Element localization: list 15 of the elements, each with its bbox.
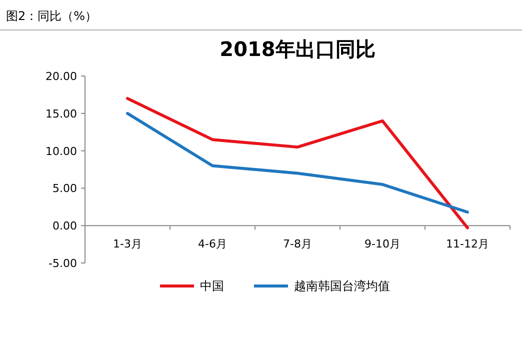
y-tick-label: 0.00 <box>52 220 77 233</box>
chart-subtitle: 图2：同比（%） <box>6 9 98 23</box>
x-tick-label: 7-8月 <box>283 238 312 251</box>
x-tick-label: 1-3月 <box>113 238 142 251</box>
legend-label: 越南韩国台湾均值 <box>294 279 390 293</box>
y-tick-label: 10.00 <box>46 144 77 158</box>
y-tick-label: 15.00 <box>46 107 77 120</box>
y-tick-label: 5.00 <box>52 182 77 196</box>
x-tick-label: 4-6月 <box>198 238 227 251</box>
x-tick-label: 11-12月 <box>446 238 489 251</box>
chart-title: 2018年出口同比 <box>220 37 376 61</box>
legend-label: 中国 <box>200 279 224 293</box>
y-tick-label: -5.00 <box>48 257 77 270</box>
x-tick-label: 9-10月 <box>364 238 400 251</box>
y-tick-label: 20.00 <box>46 70 77 83</box>
